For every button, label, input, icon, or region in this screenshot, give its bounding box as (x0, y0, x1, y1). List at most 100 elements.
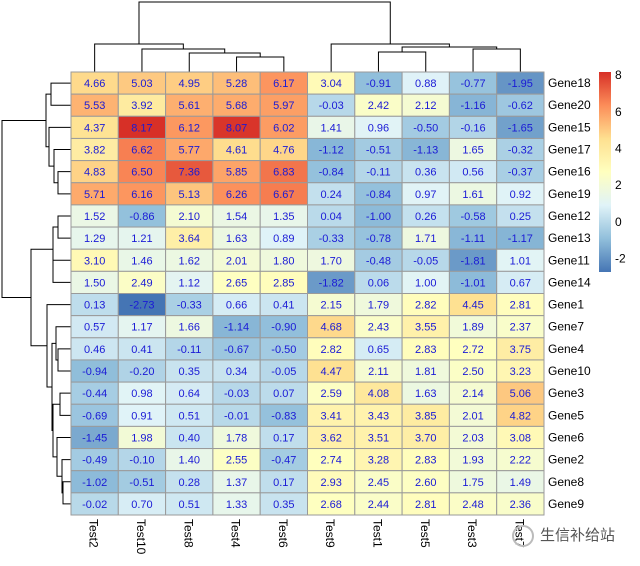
cell-value-label: 3.43 (368, 410, 389, 422)
cell-value-label: -1.12 (319, 145, 344, 157)
column-label: Test8 (181, 519, 195, 548)
cell-value-label: -1.01 (461, 277, 486, 289)
cell-value-label: -0.02 (82, 499, 107, 511)
cell-value-label: -0.78 (366, 233, 391, 245)
cell-value-label: 1.12 (179, 277, 200, 289)
cell-value-label: 6.50 (131, 167, 152, 179)
column-labels: Test2 Test10 Test8 Test4 Test6 Test9 Test1 Test… (87, 519, 527, 555)
cell-value-label: 1.71 (415, 233, 436, 245)
cell-value-label: 0.70 (131, 499, 152, 511)
cell-value-label: 4.08 (368, 388, 389, 400)
cell-value-label: 6.12 (179, 122, 200, 134)
row-label: Gene2 (548, 453, 584, 467)
cell-value-label: -0.90 (271, 322, 296, 334)
cell-value-label: 0.91 (131, 410, 152, 422)
cell-value-label: -0.94 (82, 366, 107, 378)
cell-value-label: -1.02 (82, 477, 107, 489)
cell-value-label: 2.74 (320, 455, 341, 467)
column-label: Test9 (323, 519, 337, 548)
row-labels: Gene18 Gene20 Gene15 Gene17 Gene16 Gene19 Gene… (548, 76, 591, 511)
cell-value-label: 2.22 (510, 455, 531, 467)
cell-value-label: 0.98 (131, 388, 152, 400)
cell-value-label: 0.41 (273, 300, 294, 312)
cell-value-label: 3.23 (510, 366, 531, 378)
cell-value-label: -0.03 (319, 100, 344, 112)
heatmap-cells: 4.66 5.03 4.95 5.28 6.17 3.04 -0.91 0.88 -0.77 -1… (70, 71, 545, 516)
cell-value-label: 2.49 (131, 277, 152, 289)
row-label: Gene7 (548, 320, 584, 334)
cell-value-label: -0.67 (224, 344, 249, 356)
cell-value-label: 2.55 (226, 455, 247, 467)
legend-tick-label: 0 (615, 215, 622, 229)
cell-value-label: 3.51 (368, 432, 389, 444)
cell-value-label: 4.61 (226, 145, 247, 157)
cell-value-label: -1.81 (461, 255, 486, 267)
color-legend: 8 6 4 2 0 -2 (599, 68, 626, 272)
column-dendrogram (94, 1, 521, 72)
dendrogram-branch (57, 348, 71, 372)
cell-value-label: 2.15 (320, 300, 341, 312)
cell-value-label: 0.17 (273, 432, 294, 444)
cell-value-label: 6.16 (131, 189, 152, 201)
dendrogram-branch (94, 43, 184, 72)
cell-value-label: -0.37 (508, 167, 533, 179)
cell-value-label: 5.68 (226, 100, 247, 112)
cell-value-label: 1.66 (179, 322, 200, 334)
dendrogram-branch (57, 171, 71, 195)
cell-value-label: 2.42 (368, 100, 389, 112)
cell-value-label: 3.82 (84, 145, 105, 157)
cell-value-label: -1.14 (224, 322, 249, 334)
cell-value-label: 5.53 (84, 100, 105, 112)
cell-value-label: 3.08 (510, 432, 531, 444)
cell-value-label: 3.04 (320, 78, 341, 90)
cell-value-label: -2.73 (129, 300, 154, 312)
cell-value-label: -0.84 (319, 167, 344, 179)
cell-value-label: 2.93 (320, 477, 341, 489)
cell-value-label: -0.77 (461, 78, 486, 90)
dendrogram-branch (52, 259, 71, 283)
column-label: Test5 (418, 519, 432, 548)
cell-value-label: 1.00 (415, 277, 436, 289)
cell-value-label: 0.25 (510, 211, 531, 223)
cell-value-label: 4.83 (84, 167, 105, 179)
row-label: Gene11 (548, 253, 590, 267)
cell-value-label: 1.29 (84, 233, 105, 245)
row-label: Gene10 (548, 364, 591, 378)
cell-value-label: 0.88 (415, 78, 436, 90)
cell-value-label: 0.34 (226, 366, 247, 378)
cell-value-label: 0.24 (320, 189, 341, 201)
cell-value-label: 1.54 (226, 211, 247, 223)
dendrogram-branch (62, 481, 71, 505)
column-label: Test3 (465, 519, 479, 548)
cell-value-label: 1.70 (320, 255, 341, 267)
cell-value-label: 2.82 (320, 344, 341, 356)
cell-value-label: 0.89 (273, 233, 294, 245)
dendrogram-branch (48, 126, 71, 167)
cell-value-label: 2.11 (368, 366, 389, 378)
cell-value-label: -0.33 (319, 233, 344, 245)
cell-value-label: 6.62 (131, 145, 152, 157)
cell-value-label: -0.49 (82, 455, 107, 467)
cell-value-label: 2.01 (462, 410, 483, 422)
cell-value-label: 6.02 (273, 122, 294, 134)
cell-value-label: -0.83 (271, 410, 296, 422)
dendrogram-branch (50, 82, 71, 106)
cell-value-label: 1.17 (131, 322, 152, 334)
cell-value-label: 1.75 (462, 477, 483, 489)
cell-value-label: -0.11 (177, 344, 201, 356)
dendrogram-branch (330, 43, 450, 72)
cell-value-label: 0.66 (226, 300, 247, 312)
cell-value-label: 6.67 (273, 189, 294, 201)
dendrogram-branch (56, 436, 71, 477)
watermark-text: 生信补给站 (540, 526, 616, 544)
cell-value-label: -0.86 (129, 211, 154, 223)
legend-ticks: 8 6 4 2 0 -2 (615, 68, 626, 265)
cell-value-label: 4.37 (84, 122, 105, 134)
cell-value-label: 2.83 (415, 344, 436, 356)
cell-value-label: 5.03 (131, 78, 152, 90)
cell-value-label: 2.45 (368, 477, 389, 489)
cell-value-label: 2.85 (273, 277, 294, 289)
cell-value-label: 2.60 (415, 477, 436, 489)
cell-value-label: 0.64 (179, 388, 200, 400)
cell-value-label: -0.84 (366, 189, 391, 201)
